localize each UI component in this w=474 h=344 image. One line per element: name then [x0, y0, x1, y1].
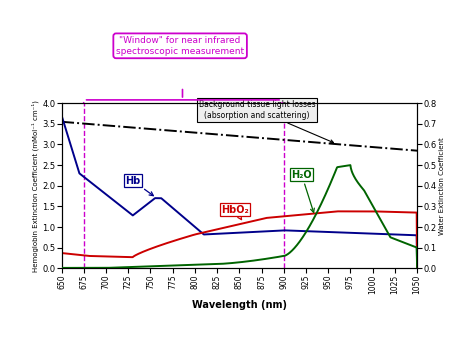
Y-axis label: Water Extinction Coefficient: Water Extinction Coefficient [439, 137, 446, 235]
Text: "Window" for near infrared
spectroscopic measurement: "Window" for near infrared spectroscopic… [116, 36, 244, 55]
Text: HbO₂: HbO₂ [221, 205, 249, 220]
Text: Hb: Hb [125, 176, 154, 196]
X-axis label: Wavelength (nm): Wavelength (nm) [192, 300, 287, 310]
Y-axis label: Hemoglobin Extinction Coefficient (mMol⁻¹ cm⁻¹): Hemoglobin Extinction Coefficient (mMol⁻… [32, 100, 39, 272]
Text: Background tissue light losses
(absorption and scattering): Background tissue light losses (absorpti… [199, 100, 333, 143]
Text: H₂O: H₂O [291, 170, 314, 212]
